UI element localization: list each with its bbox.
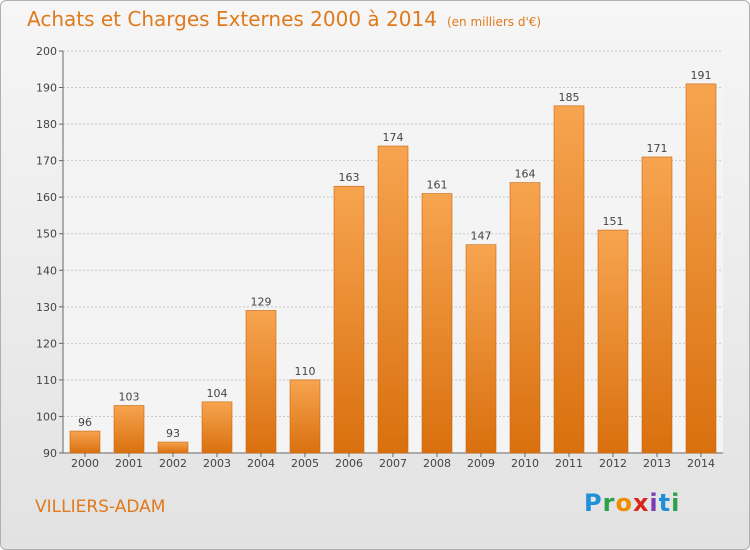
y-tick-label: 190 [36, 82, 57, 95]
y-tick-label: 160 [36, 191, 57, 204]
data-label-2001: 103 [119, 390, 140, 403]
data-label-2009: 147 [471, 230, 492, 243]
bar-2014 [685, 83, 717, 454]
data-label-2012: 151 [603, 215, 624, 228]
data-label-2013: 171 [647, 142, 668, 155]
x-tick-label-2008: 2008 [423, 457, 451, 470]
bar-2000 [69, 430, 101, 454]
x-tick-label-2003: 2003 [203, 457, 231, 470]
chart-title: Achats et Charges Externes 2000 à 2014 (e… [27, 7, 541, 31]
x-tick-label-2000: 2000 [71, 457, 99, 470]
data-label-2005: 110 [295, 365, 316, 378]
y-tick-label: 130 [36, 301, 57, 314]
y-tick-label: 90 [43, 447, 57, 460]
x-tick-label-2006: 2006 [335, 457, 363, 470]
bar-2003 [201, 401, 233, 454]
x-tick-label-2005: 2005 [291, 457, 319, 470]
data-label-2004: 129 [251, 295, 272, 308]
x-tick-label-2014: 2014 [687, 457, 715, 470]
data-label-2008: 161 [427, 179, 448, 192]
x-tick-label-2007: 2007 [379, 457, 407, 470]
data-label-2014: 191 [691, 69, 712, 82]
y-tick-label: 200 [36, 45, 57, 58]
chart-title-text: Achats et Charges Externes 2000 à 2014 [27, 7, 437, 31]
data-label-2002: 93 [166, 427, 180, 440]
bar-2001 [113, 405, 145, 454]
bar-2011 [553, 105, 585, 454]
y-tick-label: 170 [36, 155, 57, 168]
y-tick-label: 180 [36, 118, 57, 131]
data-label-2011: 185 [559, 91, 580, 104]
x-tick-label-2010: 2010 [511, 457, 539, 470]
x-tick-label-2012: 2012 [599, 457, 627, 470]
proxiti-logo: Proxiti [584, 489, 681, 517]
data-label-2010: 164 [515, 168, 536, 181]
bar-2013 [641, 156, 673, 454]
city-name: VILLIERS-ADAM [35, 497, 166, 517]
x-tick-label-2001: 2001 [115, 457, 143, 470]
x-tick-label-2009: 2009 [467, 457, 495, 470]
y-tick-label: 150 [36, 228, 57, 241]
x-tick-label-2013: 2013 [643, 457, 671, 470]
bar-2009 [465, 244, 497, 454]
y-tick-label: 140 [36, 264, 57, 277]
bar-2007 [377, 145, 409, 454]
y-tick-label: 110 [36, 374, 57, 387]
x-tick-label-2011: 2011 [555, 457, 583, 470]
bar-2004 [245, 310, 277, 454]
bar-2008 [421, 193, 453, 454]
x-tick-label-2004: 2004 [247, 457, 275, 470]
bar-2010 [509, 182, 541, 454]
y-tick-label: 120 [36, 337, 57, 350]
data-label-2000: 96 [78, 416, 92, 429]
data-label-2006: 163 [339, 171, 360, 184]
bar-2012 [597, 229, 629, 454]
data-label-2003: 104 [207, 387, 228, 400]
y-tick-label: 100 [36, 410, 57, 423]
bar-2002 [157, 441, 189, 454]
data-label-2007: 174 [383, 131, 404, 144]
chart-unit: (en milliers d'€) [446, 15, 542, 29]
bar-2005 [289, 379, 321, 454]
bar-2006 [333, 185, 365, 454]
x-tick-label-2002: 2002 [159, 457, 187, 470]
